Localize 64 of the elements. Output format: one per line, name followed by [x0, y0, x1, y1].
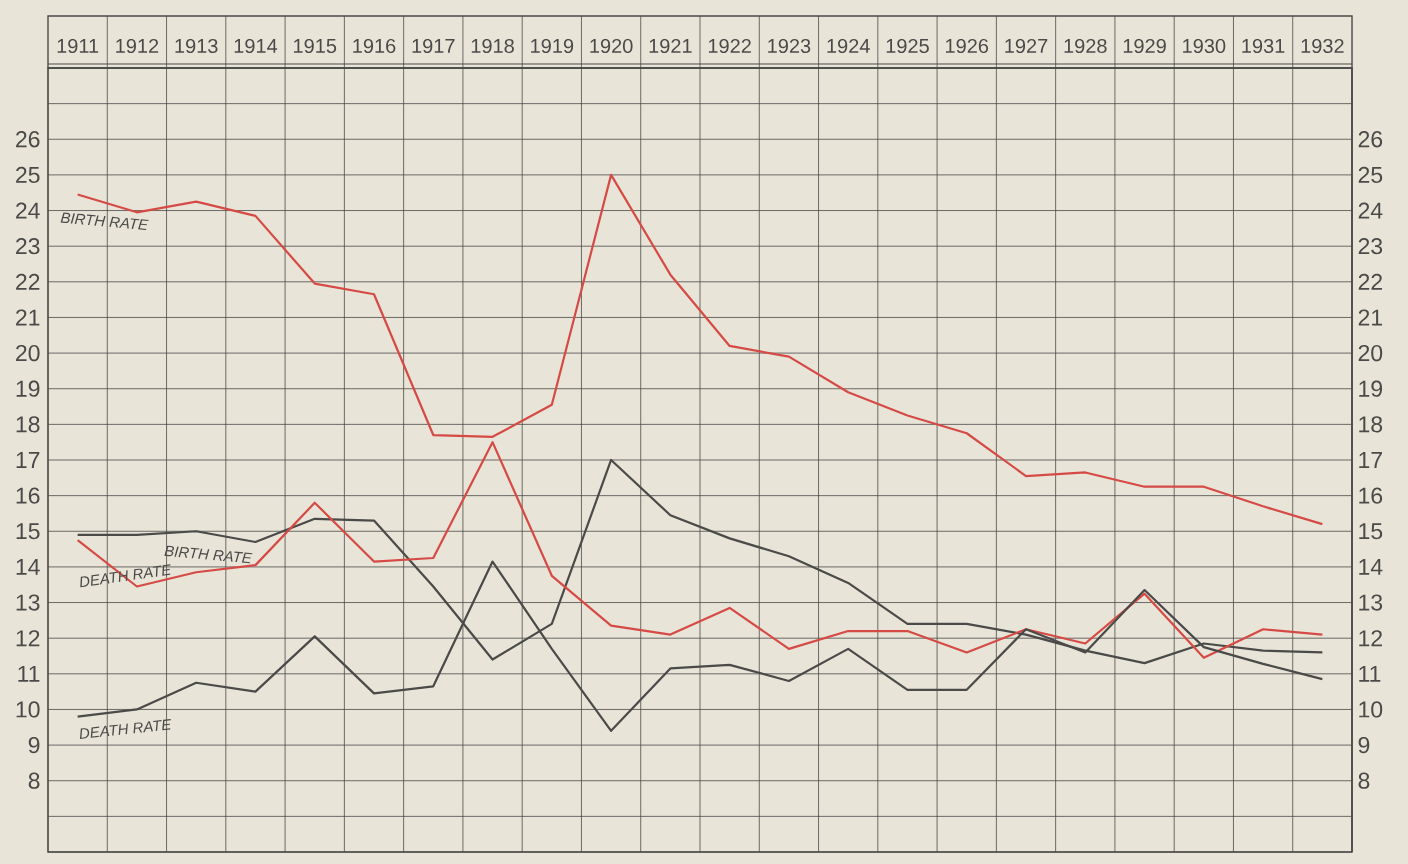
y-tick-label: 13: [16, 594, 40, 611]
x-tick-label: 1931: [1242, 38, 1285, 54]
y2-tick-label: 9: [1358, 736, 1370, 754]
y2-tick-label: 12: [1359, 630, 1382, 647]
x-tick-label: 1912: [116, 38, 159, 54]
x-tick-label: 1918: [471, 38, 514, 54]
y-tick-label: 21: [16, 309, 40, 326]
y-tick-label: 10: [16, 701, 40, 718]
x-tick-label: 1913: [175, 38, 218, 54]
y-tick-label: 24: [16, 202, 40, 219]
x-tick-label: 1917: [412, 38, 455, 54]
x-tick-label: 1924: [827, 38, 870, 54]
x-tick-label: 1932: [1301, 38, 1344, 54]
y2-tick-label: 8: [1358, 772, 1370, 789]
x-tick-label: 1922: [708, 38, 751, 54]
x-tick-label: 1930: [1183, 38, 1226, 54]
y-tick-label: 16: [16, 487, 40, 504]
y2-tick-label: 18: [1359, 416, 1383, 433]
x-tick-label: 1923: [768, 38, 811, 54]
x-tick-label: 1927: [1005, 38, 1048, 54]
y2-tick-label: 14: [1359, 558, 1383, 575]
x-tick-label: 1926: [946, 38, 989, 54]
x-tick-label: 1919: [531, 38, 574, 54]
y2-tick-label: 24: [1358, 202, 1383, 219]
y-tick-label: 14: [16, 558, 40, 575]
y-tick-label: 20: [16, 344, 40, 362]
y-tick-label: 11: [18, 665, 40, 682]
y-tick-label: 15: [16, 523, 40, 540]
x-tick-label: 1911: [57, 38, 99, 54]
x-tick-label: 1914: [234, 38, 278, 54]
x-tick-label: 1920: [590, 38, 633, 54]
y2-tick-label: 17: [1359, 452, 1382, 468]
y2-tick-label: 11: [1359, 665, 1381, 682]
y-tick-label: 26: [16, 131, 40, 148]
y-tick-label: 19: [16, 380, 40, 397]
series-label: BIRTH RATE: [164, 545, 253, 564]
text: DEATH RATE: [80, 564, 171, 588]
x-tick-label: 1921: [649, 38, 692, 54]
x-tick-label: 1916: [353, 38, 396, 54]
y-tick-label: 9: [28, 736, 40, 754]
x-tick-label: 1928: [1064, 38, 1107, 54]
y-tick-label: 18: [16, 416, 40, 433]
y2-tick-label: 20: [1358, 344, 1383, 362]
y-tick-label: 25: [16, 166, 40, 184]
series-label: BIRTH RATE: [60, 212, 149, 231]
y2-tick-label: 21: [1358, 309, 1382, 326]
y2-tick-label: 25: [1358, 166, 1383, 184]
y2-tick-label: 23: [1358, 238, 1383, 255]
y2-tick-label: 10: [1359, 701, 1383, 718]
y2-tick-label: 19: [1359, 380, 1383, 397]
y-tick-label: 17: [16, 452, 40, 468]
x-tick-label: 1925: [886, 38, 929, 54]
text: DEATH RATE: [79, 719, 171, 739]
y-tick-label: 22: [16, 273, 40, 290]
y2-tick-label: 26: [1358, 131, 1383, 148]
y2-tick-label: 16: [1359, 487, 1383, 504]
y-tick-label: 8: [28, 772, 40, 789]
y2-tick-label: 15: [1359, 523, 1383, 540]
x-tick-label: 1929: [1123, 38, 1166, 54]
x-tick-label: 1915: [294, 38, 337, 54]
y-tick-label: 23: [16, 238, 40, 255]
y2-tick-label: 22: [1358, 273, 1382, 290]
y-tick-label: 12: [16, 630, 40, 647]
y2-tick-label: 13: [1359, 594, 1383, 611]
